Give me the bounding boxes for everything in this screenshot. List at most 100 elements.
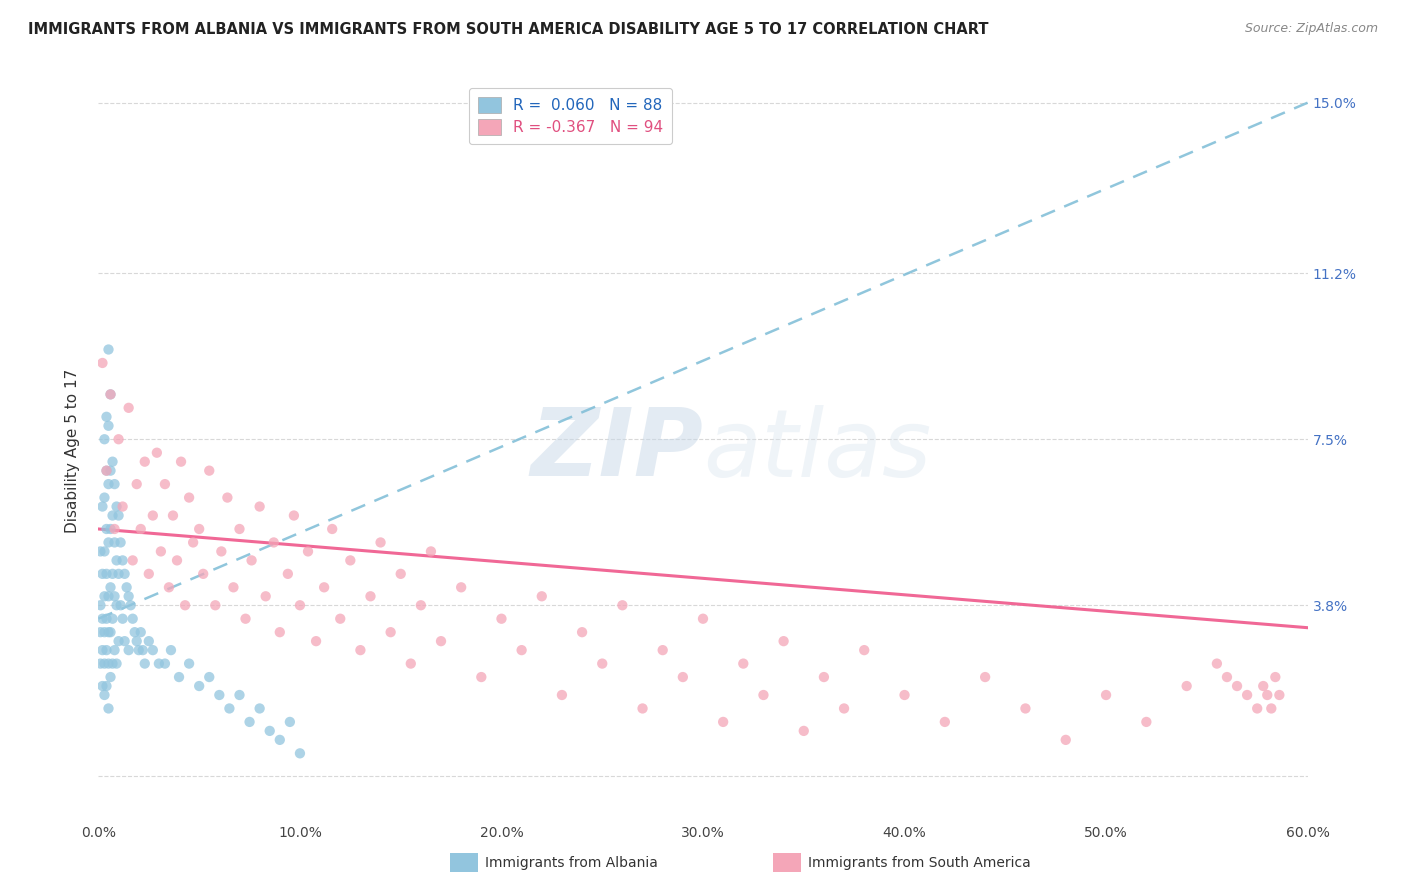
Point xyxy=(96,522,118,536)
Point xyxy=(129,625,152,640)
Point xyxy=(349,643,371,657)
Point xyxy=(399,657,422,671)
Point xyxy=(162,508,184,523)
Point xyxy=(93,625,115,640)
Point xyxy=(510,643,533,657)
Point xyxy=(263,535,285,549)
Point xyxy=(121,553,143,567)
Point xyxy=(235,612,257,626)
Point xyxy=(142,508,165,523)
Point xyxy=(114,566,136,581)
Point xyxy=(305,634,328,648)
Point xyxy=(105,657,128,671)
Point xyxy=(360,589,382,603)
Point xyxy=(249,701,271,715)
Point xyxy=(93,432,115,446)
Point xyxy=(134,455,156,469)
Point xyxy=(91,566,114,581)
Point xyxy=(91,356,114,370)
Point xyxy=(321,522,343,536)
Point xyxy=(118,401,141,415)
Point xyxy=(89,544,111,558)
Point xyxy=(121,612,143,626)
Point xyxy=(153,477,176,491)
Point xyxy=(93,544,115,558)
Point xyxy=(1256,688,1278,702)
Point xyxy=(772,634,794,648)
Point xyxy=(218,701,240,715)
Point xyxy=(1251,679,1274,693)
Point xyxy=(157,580,180,594)
Point xyxy=(91,500,114,514)
Point xyxy=(288,599,311,613)
Point xyxy=(101,455,124,469)
Point xyxy=(254,589,277,603)
Point xyxy=(551,688,574,702)
Point xyxy=(91,679,114,693)
Point xyxy=(124,625,146,640)
Point xyxy=(110,599,132,613)
Point xyxy=(1095,688,1118,702)
Point xyxy=(208,688,231,702)
Point xyxy=(93,657,115,671)
Point xyxy=(118,643,141,657)
Point xyxy=(222,580,245,594)
Point xyxy=(179,491,201,505)
Point xyxy=(103,522,125,536)
Point xyxy=(651,643,673,657)
Point xyxy=(103,535,125,549)
Point xyxy=(96,464,118,478)
Point xyxy=(100,625,122,640)
Text: Immigrants from Albania: Immigrants from Albania xyxy=(485,855,658,870)
Point xyxy=(934,714,956,729)
Point xyxy=(89,657,111,671)
Point xyxy=(612,599,634,613)
Point xyxy=(100,464,122,478)
Point xyxy=(105,500,128,514)
Y-axis label: Disability Age 5 to 17: Disability Age 5 to 17 xyxy=(65,368,80,533)
Point xyxy=(974,670,997,684)
Point xyxy=(103,643,125,657)
Point xyxy=(120,599,142,613)
Point xyxy=(97,625,120,640)
Point xyxy=(170,455,193,469)
Point xyxy=(100,580,122,594)
Point xyxy=(277,566,299,581)
Point xyxy=(1236,688,1258,702)
Point xyxy=(409,599,432,613)
Point xyxy=(259,723,281,738)
Point xyxy=(101,508,124,523)
Point xyxy=(314,580,336,594)
Point xyxy=(107,566,129,581)
Point xyxy=(93,688,115,702)
Point xyxy=(96,566,118,581)
Point xyxy=(160,643,183,657)
Point xyxy=(692,612,714,626)
Point xyxy=(115,580,138,594)
Point xyxy=(470,670,492,684)
Point xyxy=(100,670,122,684)
Point xyxy=(105,599,128,613)
Point xyxy=(188,679,211,693)
Point xyxy=(228,522,250,536)
Point xyxy=(733,657,755,671)
Point xyxy=(1175,679,1198,693)
Point xyxy=(193,566,215,581)
Point xyxy=(125,634,148,648)
Legend: R =  0.060   N = 88, R = -0.367   N = 94: R = 0.060 N = 88, R = -0.367 N = 94 xyxy=(468,88,672,145)
Point xyxy=(380,625,402,640)
Point xyxy=(853,643,876,657)
Point xyxy=(450,580,472,594)
Point xyxy=(97,657,120,671)
Point xyxy=(204,599,226,613)
Point xyxy=(103,477,125,491)
Point xyxy=(167,670,190,684)
Point xyxy=(198,670,221,684)
Point xyxy=(100,522,122,536)
Point xyxy=(97,477,120,491)
Point xyxy=(96,464,118,478)
Point xyxy=(107,432,129,446)
Point xyxy=(111,500,134,514)
Point xyxy=(269,625,291,640)
Text: ZIP: ZIP xyxy=(530,404,703,497)
